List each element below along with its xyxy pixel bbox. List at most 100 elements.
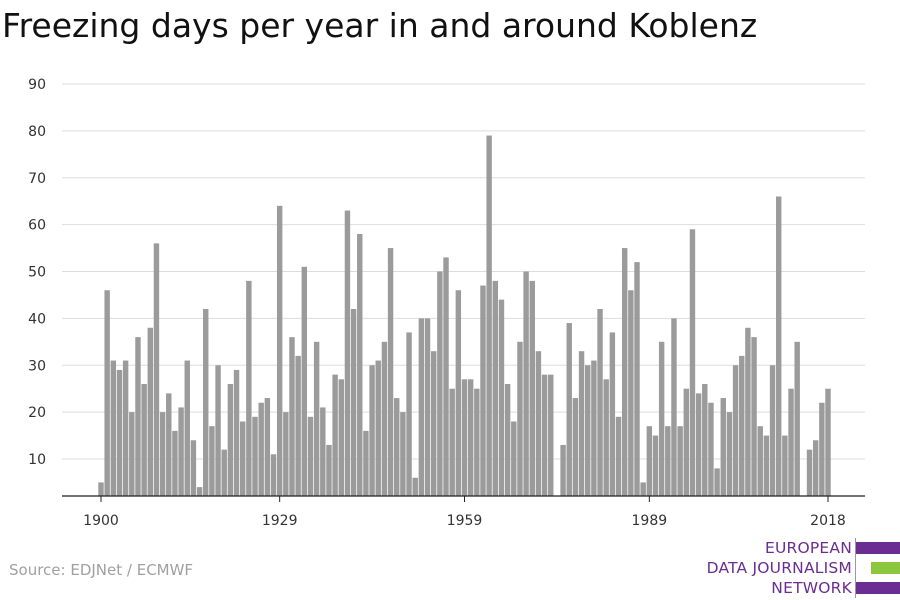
bar-1916 <box>196 487 203 497</box>
bar-1959 <box>461 379 468 496</box>
chart-title: Freezing days per year in and around Kob… <box>2 6 758 45</box>
bar-2015 <box>806 449 813 497</box>
bar-1947 <box>387 248 394 496</box>
bar-1942 <box>357 234 363 496</box>
bar-1960 <box>467 379 474 496</box>
bar-1927 <box>264 398 271 496</box>
bar-1982 <box>603 379 609 496</box>
bar-1973 <box>548 374 554 497</box>
x-tick-label: 1959 <box>447 513 483 529</box>
bar-1905 <box>129 412 135 497</box>
y-tick-label: 20 <box>28 405 46 421</box>
bar-1933 <box>301 266 308 496</box>
bar-1987 <box>634 262 640 497</box>
bar-1939 <box>338 379 344 496</box>
bar-2016 <box>812 440 819 496</box>
bar-1941 <box>350 309 357 496</box>
bar-1909 <box>153 243 160 497</box>
bar-1992 <box>665 426 671 496</box>
bar-1929 <box>276 205 283 497</box>
y-tick-label: 90 <box>28 77 46 93</box>
bar-1977 <box>572 398 579 496</box>
bar-1914 <box>184 360 190 496</box>
bar-1917 <box>203 309 209 496</box>
y-tick-label: 30 <box>28 358 46 374</box>
bar-1986 <box>628 290 634 496</box>
bar-1910 <box>159 412 166 497</box>
bar-1999 <box>708 402 714 496</box>
x-tick-label: 2018 <box>810 513 846 529</box>
bar-2007 <box>757 426 763 496</box>
bar-1965 <box>498 299 505 497</box>
bar-2002 <box>726 412 733 497</box>
bar-1915 <box>190 440 197 496</box>
bar-1900 <box>98 482 104 496</box>
bar-1953 <box>424 318 431 497</box>
logo-divider <box>855 538 856 598</box>
bar-1956 <box>443 257 449 496</box>
bar-1990 <box>652 435 659 496</box>
y-tick-label: 40 <box>28 311 46 327</box>
edjnet-logo: EUROPEAN DATA JOURNALISM NETWORK <box>700 538 900 598</box>
bar-1912 <box>172 430 178 497</box>
bar-1962 <box>480 285 486 496</box>
bar-2018 <box>825 388 831 496</box>
bar-1981 <box>597 309 603 496</box>
bar-1991 <box>658 341 665 496</box>
bar-1994 <box>677 426 683 496</box>
bar-2001 <box>720 398 726 496</box>
logo-bar-purple-bottom <box>856 582 900 594</box>
bar-1944 <box>369 365 375 496</box>
bar-1951 <box>412 477 418 496</box>
y-tick-label: 80 <box>28 124 46 140</box>
bar-1966 <box>504 384 511 496</box>
logo-line-3: NETWORK <box>771 579 852 597</box>
bar-1920 <box>221 449 227 497</box>
bar-1964 <box>492 280 499 497</box>
logo-line-1: EUROPEAN <box>764 539 852 557</box>
bar-1963 <box>486 135 492 496</box>
bar-1930 <box>283 412 289 497</box>
axes: 1900 1929 1959 1989 2018 <box>62 495 865 529</box>
bar-1975 <box>560 444 566 496</box>
bar-1955 <box>437 271 443 496</box>
bar-1904 <box>122 360 129 496</box>
bar-1979 <box>585 365 591 496</box>
bar-1903 <box>116 369 123 496</box>
bar-1923 <box>239 421 246 496</box>
bar-1958 <box>455 290 462 496</box>
bar-1924 <box>246 280 252 497</box>
bar-1931 <box>289 337 295 497</box>
y-tick-label: 10 <box>28 452 46 468</box>
bar-1911 <box>166 393 172 497</box>
bar-1902 <box>110 360 117 496</box>
bar-1970 <box>529 280 535 497</box>
bar-2004 <box>739 355 745 497</box>
source-note: Source: EDJNet / ECMWF <box>9 561 194 579</box>
y-tick-label: 70 <box>28 171 46 187</box>
logo-bar-purple-top <box>856 542 900 554</box>
bar-1996 <box>689 229 696 496</box>
bar-1985 <box>621 248 628 496</box>
bar-1938 <box>332 374 338 497</box>
bar-2017 <box>819 402 825 496</box>
bar-2006 <box>751 337 757 497</box>
bar-2011 <box>782 435 788 496</box>
bar-2008 <box>763 435 770 496</box>
bar-1984 <box>615 416 622 496</box>
bar-1957 <box>449 388 455 496</box>
bar-1921 <box>227 384 234 496</box>
bar-1961 <box>474 388 480 496</box>
bar-1943 <box>363 430 369 497</box>
bar-1983 <box>609 332 616 496</box>
x-tick-label: 1989 <box>632 513 668 529</box>
bar-1945 <box>375 360 381 496</box>
bar-1925 <box>252 416 258 496</box>
bar-1967 <box>511 421 517 496</box>
bar-1935 <box>313 341 320 496</box>
y-tick-label: 50 <box>28 265 46 281</box>
bar-1978 <box>578 351 585 496</box>
bar-1940 <box>344 210 351 496</box>
bars <box>98 135 831 497</box>
bar-1995 <box>683 388 690 496</box>
